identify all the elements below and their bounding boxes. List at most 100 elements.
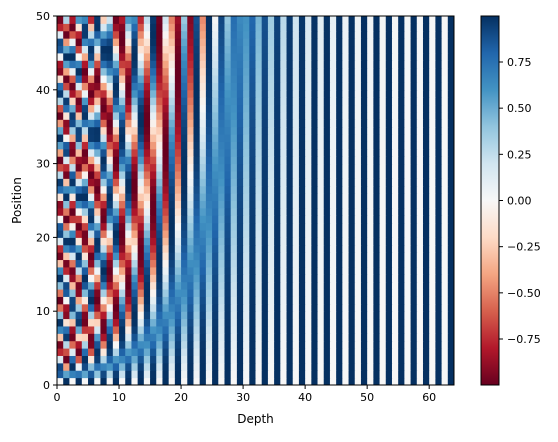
heatmap-cell — [329, 237, 337, 246]
x-tick-label: 0 — [54, 391, 61, 404]
heatmap-cell — [212, 156, 219, 165]
heatmap-cell — [88, 333, 95, 342]
heatmap-cell — [106, 200, 114, 209]
heatmap-cell — [125, 377, 132, 386]
y-tick-label: 20 — [36, 231, 50, 244]
heatmap-cell — [274, 237, 281, 246]
heatmap-cell — [212, 370, 219, 379]
heatmap-cell — [379, 266, 387, 275]
heatmap-cell — [274, 340, 281, 349]
heatmap-cell — [168, 45, 176, 54]
heatmap-cell — [391, 16, 399, 24]
heatmap-cell — [100, 119, 108, 128]
heatmap-cell — [119, 333, 126, 342]
heatmap-cell — [143, 178, 151, 187]
heatmap-cell — [261, 104, 269, 113]
heatmap-cell — [354, 200, 362, 209]
heatmap-cell — [298, 185, 306, 194]
heatmap-cell — [342, 362, 350, 371]
heatmap-cell — [329, 252, 337, 261]
heatmap-cell — [373, 23, 381, 32]
heatmap-cell — [243, 311, 250, 320]
heatmap-cell — [193, 215, 201, 224]
heatmap-cell — [261, 45, 269, 54]
heatmap-cell — [267, 185, 275, 194]
heatmap-cell — [193, 303, 201, 312]
heatmap-cell — [112, 52, 120, 61]
heatmap-cell — [329, 274, 337, 283]
heatmap-cell — [100, 362, 108, 371]
heatmap-cell — [404, 222, 412, 231]
heatmap-cell — [57, 318, 64, 327]
heatmap-cell — [292, 16, 300, 24]
heatmap-cell — [441, 362, 449, 371]
heatmap-cell — [218, 237, 225, 246]
heatmap-cell — [429, 281, 436, 290]
heatmap-cell — [261, 244, 269, 253]
heatmap-cell — [286, 303, 294, 312]
heatmap-cell — [69, 141, 77, 150]
heatmap-cell — [404, 156, 412, 165]
heatmap-cell — [373, 377, 381, 386]
heatmap-cell — [329, 156, 337, 165]
heatmap-cell — [143, 237, 151, 246]
heatmap-cell — [373, 318, 381, 327]
heatmap-cell — [181, 274, 188, 283]
heatmap-cell — [267, 163, 275, 172]
heatmap-cell — [305, 266, 312, 275]
heatmap-cell — [404, 207, 412, 216]
heatmap-cell — [112, 75, 120, 83]
heatmap-cell — [174, 60, 182, 69]
heatmap-cell — [441, 259, 449, 268]
heatmap-cell — [441, 333, 449, 342]
heatmap-cell — [298, 355, 306, 364]
heatmap-cell — [243, 222, 250, 231]
heatmap-cell — [106, 30, 114, 39]
heatmap-cell — [57, 67, 64, 76]
heatmap-cell — [274, 170, 281, 179]
heatmap-cell — [57, 97, 64, 106]
heatmap-cell — [81, 97, 89, 106]
heatmap-cell — [156, 148, 163, 157]
heatmap-cell — [373, 252, 381, 261]
heatmap-cell — [416, 38, 424, 47]
heatmap-cell — [360, 252, 368, 261]
heatmap-cell — [329, 82, 337, 91]
heatmap-cell — [63, 296, 70, 305]
heatmap-cell — [261, 111, 269, 120]
heatmap-cell — [106, 370, 114, 379]
heatmap-cell — [398, 82, 405, 91]
heatmap-cell — [391, 111, 399, 120]
heatmap-cell — [336, 126, 343, 135]
heatmap-cell — [348, 52, 356, 61]
heatmap-cell — [249, 259, 256, 268]
heatmap-cell — [218, 111, 225, 120]
heatmap-cell — [429, 325, 436, 334]
heatmap-cell — [385, 370, 393, 379]
heatmap-cell — [398, 45, 405, 54]
heatmap-cell — [336, 252, 343, 261]
heatmap-cell — [57, 348, 64, 356]
heatmap-cell — [63, 104, 70, 113]
heatmap-cell — [75, 266, 83, 275]
heatmap-cell — [342, 325, 350, 334]
heatmap-cell — [404, 274, 412, 283]
heatmap-cell — [81, 89, 89, 98]
heatmap-cell — [112, 333, 120, 342]
heatmap-cell — [168, 52, 176, 61]
heatmap-cell — [187, 377, 194, 386]
heatmap-cell — [311, 289, 319, 297]
heatmap-cell — [373, 266, 381, 275]
heatmap-cell — [137, 340, 145, 349]
heatmap-cell — [360, 67, 368, 76]
heatmap-cell — [156, 252, 163, 261]
heatmap-cell — [230, 311, 238, 320]
heatmap-cell — [199, 141, 207, 150]
heatmap-cell — [429, 104, 436, 113]
heatmap-cell — [119, 38, 126, 47]
x-tick-label: 10 — [112, 391, 126, 404]
heatmap-cell — [422, 252, 430, 261]
heatmap-cell — [311, 193, 319, 201]
heatmap-cell — [342, 67, 350, 76]
heatmap-cell — [422, 148, 430, 157]
